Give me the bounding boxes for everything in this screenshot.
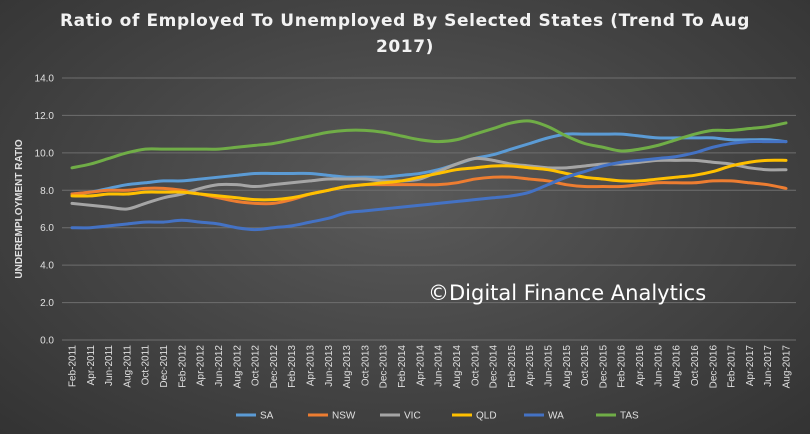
series-line-qld — [70, 158, 788, 202]
y-tick-label: 12.0 — [35, 111, 55, 122]
y-tick-label: 6.0 — [40, 223, 54, 234]
x-tick-label: Aug-2011 — [122, 345, 133, 388]
series-line-tas — [70, 119, 788, 170]
x-tick-label: Dec-2016 — [708, 345, 719, 389]
y-tick-label: 4.0 — [40, 261, 54, 272]
series-line-wa — [70, 139, 788, 232]
x-tick-label: Oct-2015 — [580, 345, 591, 387]
x-tick-label: Apr-2016 — [635, 345, 646, 387]
y-tick-label: 8.0 — [40, 186, 54, 197]
y-axis-ticks: 0.0 2.0 4.0 6.0 8.0 10.0 12.0 14.0 — [35, 74, 55, 347]
legend-label-tas: TAS — [620, 411, 639, 422]
legend-label-wa: WA — [548, 411, 564, 422]
x-tick-label: Jun-2011 — [104, 345, 115, 386]
x-tick-label: Jun-2014 — [434, 345, 445, 387]
x-tick-label: Jun-2012 — [214, 345, 225, 387]
x-tick-label: Oct-2014 — [470, 345, 481, 387]
chart-title: Ratio of Employed To Unemployed By Selec… — [59, 11, 751, 57]
x-tick-label: Apr-2013 — [306, 345, 317, 387]
x-tick-label: Aug-2016 — [672, 345, 683, 389]
x-tick-label: Feb-2015 — [507, 345, 518, 388]
x-tick-label: Dec-2014 — [489, 345, 500, 389]
x-tick-label: Feb-2011 — [68, 345, 79, 388]
legend-label-qld: QLD — [476, 411, 497, 422]
gridlines — [62, 77, 796, 341]
x-tick-label: Aug-2015 — [562, 345, 573, 389]
series-line-sa — [70, 132, 788, 196]
x-tick-label: Jun-2016 — [653, 345, 664, 387]
x-tick-label: Feb-2013 — [287, 345, 298, 388]
watermark-text: ©Digital Finance Analytics — [428, 281, 706, 305]
y-tick-label: 2.0 — [40, 298, 54, 309]
x-tick-label: Oct-2013 — [360, 345, 371, 387]
x-tick-label: Oct-2011 — [141, 345, 152, 386]
x-tick-label: Feb-2017 — [727, 345, 738, 388]
legend: SA NSW VIC QLD WA TAS — [236, 411, 639, 422]
legend-label-sa: SA — [260, 411, 274, 422]
x-tick-label: Apr-2011 — [86, 345, 97, 386]
y-tick-label: 0.0 — [40, 336, 54, 347]
legend-label-vic: VIC — [404, 411, 421, 422]
x-tick-label: Aug-2013 — [342, 345, 353, 389]
x-tick-label: Dec-2015 — [598, 345, 609, 389]
x-tick-label: Feb-2014 — [397, 345, 408, 388]
x-tick-label: Jun-2017 — [763, 345, 774, 387]
x-tick-label: Apr-2012 — [196, 345, 207, 387]
y-tick-label: 14.0 — [35, 74, 55, 85]
x-tick-label: Dec-2011 — [159, 345, 170, 388]
x-tick-label: Oct-2012 — [251, 345, 262, 387]
x-tick-label: Dec-2013 — [379, 345, 390, 389]
series-lines — [70, 119, 788, 232]
y-axis-title: UNDEREMPLOYMENT RATIO — [14, 139, 25, 278]
x-tick-label: Dec-2012 — [269, 345, 280, 389]
x-tick-label: Jun-2015 — [544, 345, 555, 387]
y-tick-label: 10.0 — [35, 148, 55, 159]
x-tick-label: Apr-2014 — [415, 345, 426, 387]
x-tick-label: Aug-2012 — [232, 345, 243, 389]
x-tick-label: Aug-2017 — [782, 345, 793, 389]
x-tick-label: Feb-2012 — [177, 345, 188, 388]
legend-label-nsw: NSW — [332, 411, 356, 422]
x-tick-label: Feb-2016 — [617, 345, 628, 388]
x-tick-label: Apr-2015 — [525, 345, 536, 387]
x-axis-ticks: Feb-2011 Apr-2011 Jun-2011 Aug-2011 Oct-2011… — [68, 345, 793, 389]
x-tick-label: Jun-2013 — [324, 345, 335, 387]
x-tick-label: Oct-2016 — [690, 345, 701, 387]
x-tick-label: Apr-2017 — [745, 345, 756, 387]
x-tick-label: Aug-2014 — [452, 345, 463, 389]
